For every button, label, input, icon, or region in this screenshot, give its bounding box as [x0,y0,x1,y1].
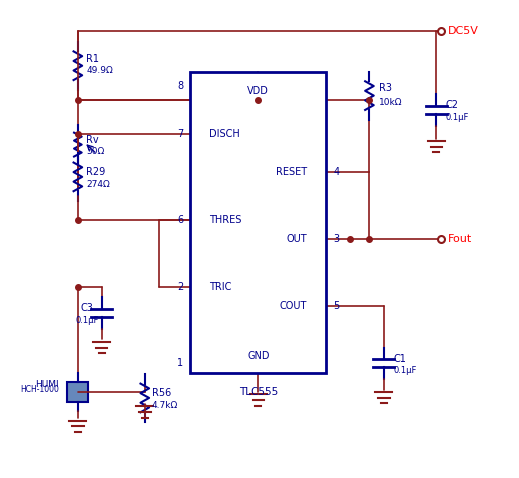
Text: HCH-1000: HCH-1000 [20,385,59,394]
Text: DC5V: DC5V [448,26,479,36]
Text: 6: 6 [177,215,183,225]
Text: 5: 5 [334,301,340,311]
Text: 50Ω: 50Ω [87,147,105,156]
Text: Fout: Fout [448,234,473,244]
Text: C3: C3 [80,304,93,313]
Text: 3: 3 [334,234,340,244]
Text: 274Ω: 274Ω [87,180,110,188]
Text: RESET: RESET [276,167,307,177]
Text: R56: R56 [152,388,171,398]
Text: GND: GND [247,351,269,361]
Text: 4: 4 [334,167,340,177]
Text: C1: C1 [393,354,406,363]
Text: 10kΩ: 10kΩ [379,98,403,107]
Text: 0.1µF: 0.1µF [75,316,99,325]
Text: R29: R29 [87,167,106,177]
Text: R3: R3 [379,84,392,93]
Text: 49.9Ω: 49.9Ω [87,66,113,75]
Text: COUT: COUT [280,301,307,311]
Text: THRES: THRES [209,215,242,225]
Bar [190,72,326,373]
Text: C2: C2 [446,100,459,110]
Text: 2: 2 [177,282,183,292]
Text: TLC555: TLC555 [239,387,278,397]
Text: 4.7kΩ: 4.7kΩ [152,401,178,410]
Text: R1: R1 [87,54,100,64]
Text: HUMI: HUMI [35,380,59,389]
Text: DISCH: DISCH [209,129,240,139]
Text: 0.1µF: 0.1µF [446,113,469,121]
Text: 8: 8 [177,81,183,91]
Text: VDD: VDD [248,86,269,96]
Text: 0.1µF: 0.1µF [393,366,417,375]
Text: Rv: Rv [87,135,99,145]
Text: OUT: OUT [286,234,307,244]
FancyBboxPatch shape [67,382,88,402]
Text: TRIC: TRIC [209,282,231,292]
Text: 1: 1 [177,358,183,368]
Text: 7: 7 [177,129,183,139]
